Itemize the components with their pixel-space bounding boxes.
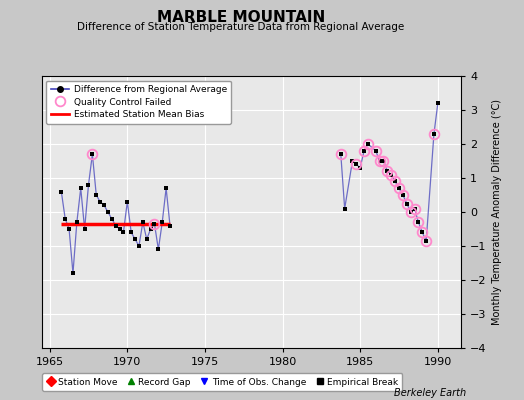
Point	[399, 192, 407, 198]
Point	[383, 168, 391, 174]
Point	[135, 243, 143, 249]
Point	[100, 202, 108, 208]
Point	[414, 219, 423, 225]
Point	[61, 216, 69, 222]
Y-axis label: Monthly Temperature Anomaly Difference (°C): Monthly Temperature Anomaly Difference (…	[492, 99, 502, 325]
Text: Berkeley Earth: Berkeley Earth	[394, 388, 466, 398]
Point	[372, 148, 380, 154]
Point	[92, 192, 101, 198]
Point	[96, 199, 104, 205]
Point	[84, 182, 93, 188]
Point	[434, 100, 442, 106]
Point	[88, 151, 96, 157]
Point	[402, 200, 411, 207]
Point	[379, 158, 388, 164]
Point	[430, 130, 438, 137]
Point	[356, 165, 364, 171]
Point	[364, 141, 372, 147]
Point	[150, 221, 159, 227]
Point	[407, 209, 415, 215]
Point	[410, 206, 419, 212]
Point	[131, 236, 139, 242]
Point	[158, 219, 167, 225]
Point	[143, 236, 151, 242]
Text: MARBLE MOUNTAIN: MARBLE MOUNTAIN	[157, 10, 325, 25]
Point	[107, 216, 116, 222]
Point	[336, 151, 345, 157]
Point	[104, 209, 112, 215]
Point	[115, 226, 124, 232]
Point	[65, 226, 73, 232]
Point	[77, 185, 85, 191]
Point	[422, 238, 430, 244]
Point	[80, 226, 89, 232]
Point	[348, 158, 357, 164]
Point	[73, 219, 81, 225]
Point	[119, 229, 128, 236]
Point	[146, 226, 155, 232]
Legend: Station Move, Record Gap, Time of Obs. Change, Empirical Break: Station Move, Record Gap, Time of Obs. C…	[42, 373, 402, 391]
Point	[127, 229, 135, 236]
Text: Difference of Station Temperature Data from Regional Average: Difference of Station Temperature Data f…	[78, 22, 405, 32]
Point	[154, 246, 162, 253]
Point	[375, 158, 384, 164]
Point	[341, 206, 349, 212]
Point	[57, 188, 66, 195]
Point	[352, 161, 361, 168]
Point	[360, 148, 368, 154]
Point	[123, 199, 132, 205]
Point	[395, 185, 403, 191]
Point	[387, 171, 396, 178]
Point	[112, 222, 120, 229]
Point	[139, 219, 147, 225]
Point	[162, 185, 170, 191]
Point	[166, 222, 174, 229]
Point	[418, 229, 427, 236]
Point	[391, 178, 399, 185]
Point	[69, 270, 77, 276]
